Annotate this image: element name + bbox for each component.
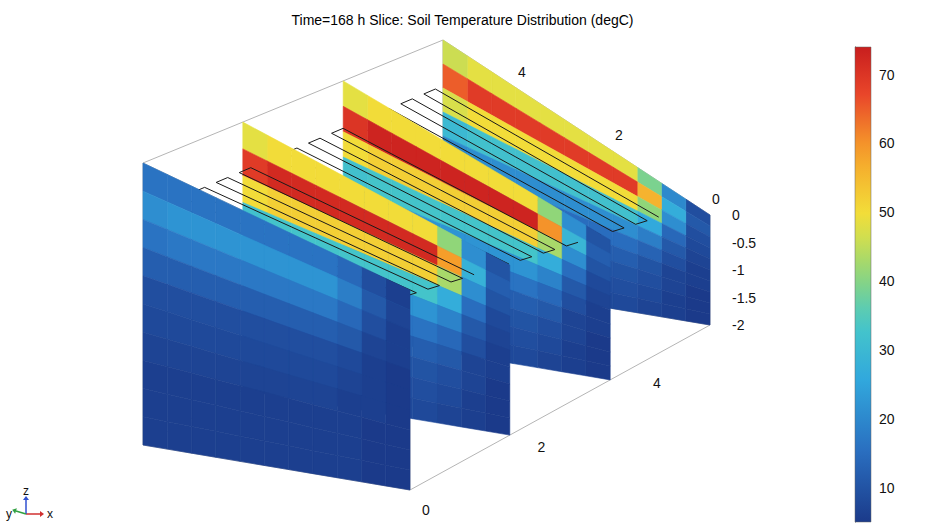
- svg-text:40: 40: [879, 273, 895, 289]
- svg-text:y: y: [6, 507, 12, 521]
- svg-text:50: 50: [879, 204, 895, 220]
- svg-text:0: 0: [712, 191, 720, 207]
- svg-text:-1: -1: [732, 262, 745, 278]
- svg-text:-0.5: -0.5: [732, 235, 756, 251]
- svg-text:-2: -2: [732, 317, 745, 333]
- svg-text:2: 2: [537, 439, 545, 455]
- svg-text:20: 20: [879, 411, 895, 427]
- svg-text:x: x: [47, 507, 53, 521]
- svg-text:10: 10: [879, 480, 895, 496]
- svg-text:2: 2: [615, 127, 623, 143]
- svg-text:4: 4: [653, 375, 661, 391]
- svg-text:30: 30: [879, 342, 895, 358]
- svg-text:0: 0: [422, 502, 430, 518]
- svg-text:4: 4: [518, 64, 526, 80]
- svg-text:70: 70: [879, 67, 895, 83]
- svg-text:-1.5: -1.5: [732, 290, 756, 306]
- svg-text:0: 0: [732, 207, 740, 223]
- svg-text:Time=168 h Slice: Soil Tempera: Time=168 h Slice: Soil Temperature Distr…: [292, 12, 634, 28]
- svg-text:60: 60: [879, 135, 895, 151]
- svg-text:z: z: [23, 484, 29, 498]
